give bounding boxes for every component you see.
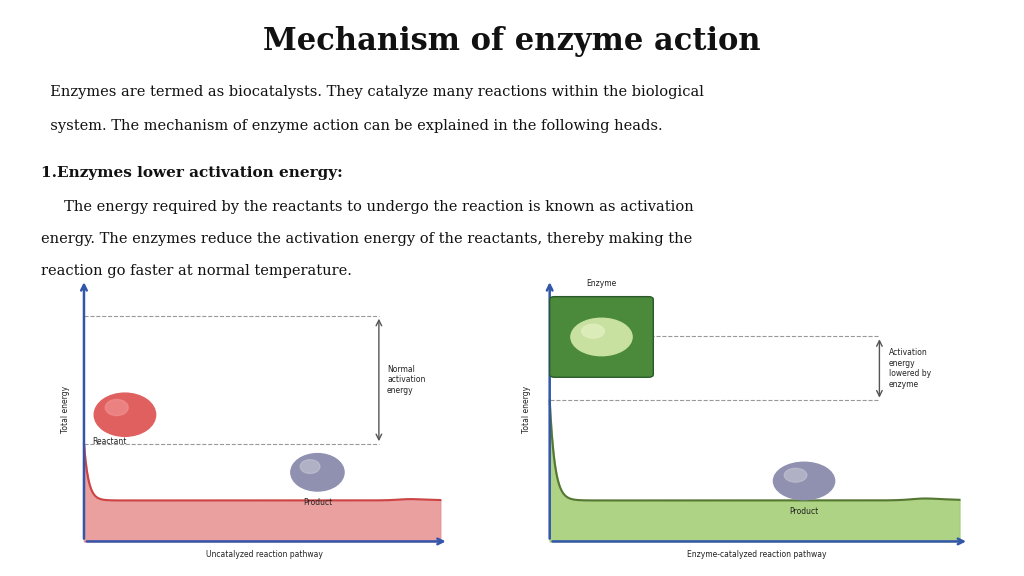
Text: energy. The enzymes reduce the activation energy of the reactants, thereby makin: energy. The enzymes reduce the activatio… [41,232,692,246]
Text: system. The mechanism of enzyme action can be explained in the following heads.: system. The mechanism of enzyme action c… [41,119,663,133]
Circle shape [291,454,344,491]
Text: Total energy: Total energy [61,385,70,433]
Circle shape [300,460,319,473]
Text: Product: Product [790,507,818,516]
Circle shape [773,462,835,500]
Circle shape [94,393,156,437]
Text: The energy required by the reactants to undergo the reaction is known as activat: The energy required by the reactants to … [41,200,693,214]
FancyBboxPatch shape [550,297,653,377]
Text: Uncatalyzed reaction pathway: Uncatalyzed reaction pathway [206,550,323,559]
Circle shape [582,324,604,338]
Text: Mechanism of enzyme action: Mechanism of enzyme action [263,26,761,56]
Text: Enzyme-catalyzed reaction pathway: Enzyme-catalyzed reaction pathway [687,550,826,559]
Text: 1.Enzymes lower activation energy:: 1.Enzymes lower activation energy: [41,166,343,180]
Text: Product: Product [303,498,332,507]
Text: Activation
energy
lowered by
enzyme: Activation energy lowered by enzyme [889,348,931,389]
Text: Total energy: Total energy [521,385,530,433]
Circle shape [571,318,632,356]
Text: Enzyme: Enzyme [587,279,616,288]
Text: Reactant: Reactant [564,354,599,360]
Circle shape [784,468,807,482]
Text: Normal
activation
energy: Normal activation energy [387,365,425,395]
Text: Enzymes are termed as biocatalysts. They catalyze many reactions within the biol: Enzymes are termed as biocatalysts. They… [41,85,703,99]
Text: reaction go faster at normal temperature.: reaction go faster at normal temperature… [41,264,352,278]
Circle shape [105,400,128,416]
Text: Reactant: Reactant [92,437,127,445]
